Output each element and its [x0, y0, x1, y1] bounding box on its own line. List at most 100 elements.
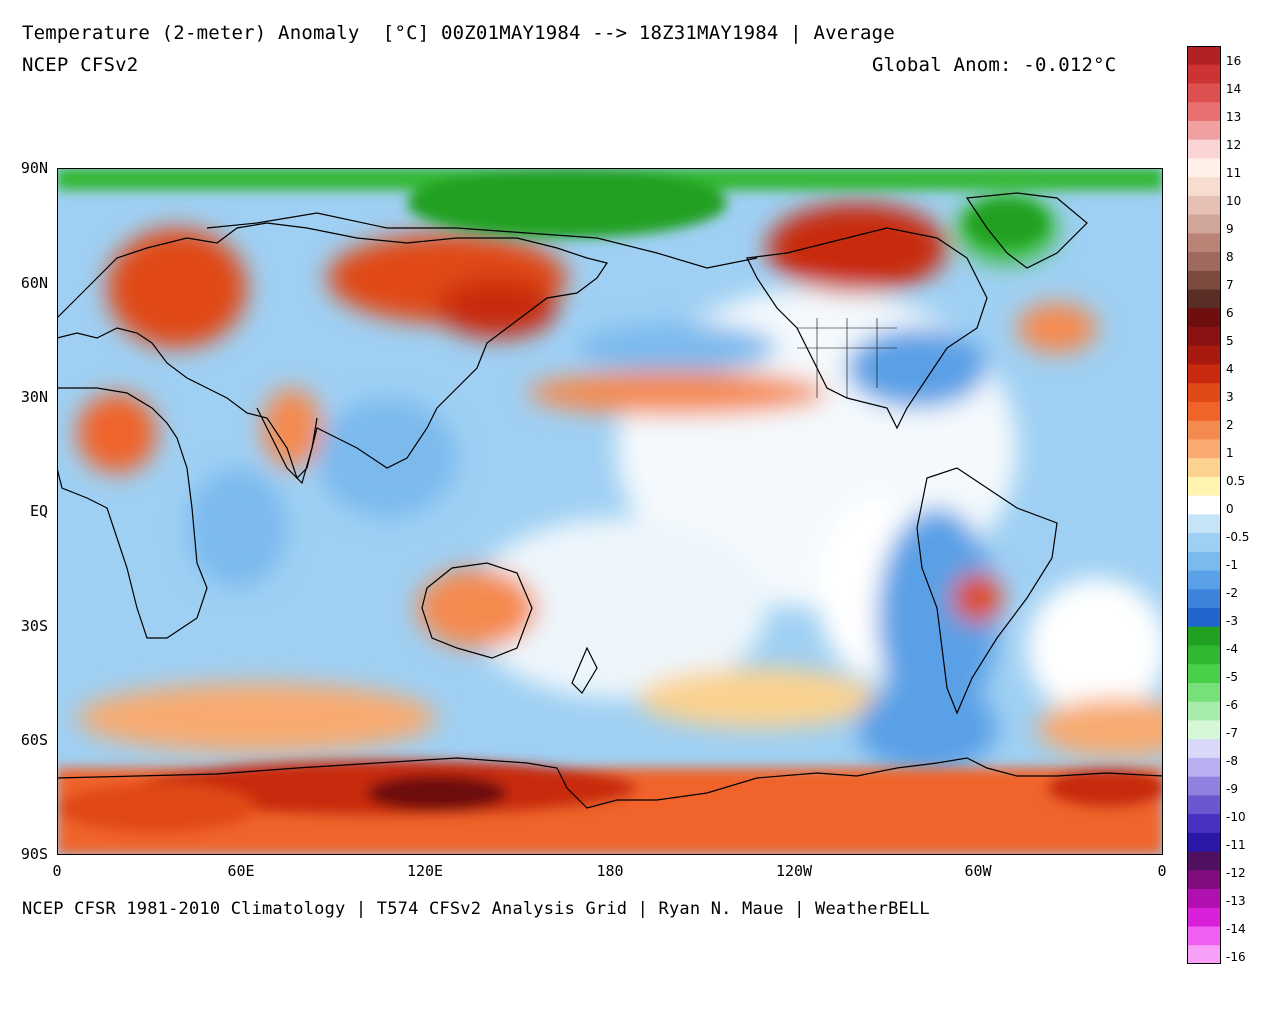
field-blob — [577, 323, 777, 373]
lat-label-30s: 30S — [20, 617, 48, 635]
colorbar-swatch — [1187, 832, 1221, 853]
field-blob — [1027, 578, 1163, 718]
coastline-australia — [421, 562, 533, 659]
colorbar-label: 13 — [1226, 110, 1242, 124]
colorbar-swatch — [1187, 889, 1221, 909]
colorbar-swatch — [1187, 776, 1221, 796]
field-blob — [77, 393, 157, 473]
coastline-north-america — [746, 227, 988, 430]
model-name: NCEP CFSv2 — [22, 54, 139, 76]
colorbar-label: 0 — [1226, 502, 1234, 516]
colorbar-swatch — [1187, 701, 1221, 721]
colorbar-label: -10 — [1226, 810, 1246, 824]
field-blob — [877, 508, 997, 728]
colorbar-swatch — [1187, 851, 1221, 871]
colorbar-swatch — [1187, 139, 1221, 159]
lat-label-90n: 90N — [20, 159, 48, 177]
colorbar-label: -5 — [1226, 670, 1238, 684]
colorbar-swatch — [1187, 608, 1221, 628]
colorbar-label: -2 — [1226, 586, 1238, 600]
colorbar-swatch — [1187, 495, 1221, 515]
colorbar-label: -7 — [1226, 726, 1238, 740]
colorbar-label: 12 — [1226, 138, 1242, 152]
colorbar-label: -0.5 — [1226, 530, 1250, 544]
colorbar-swatch — [1187, 364, 1221, 384]
antarctic-warm-band — [367, 775, 507, 811]
colorbar-swatch — [1187, 270, 1221, 291]
field-blob — [437, 278, 557, 338]
coastline-india — [256, 407, 318, 485]
colorbar-label: -14 — [1226, 922, 1246, 936]
lat-label-60s: 60S — [20, 731, 48, 749]
field-blob — [1017, 303, 1097, 353]
colorbar-swatch — [1187, 439, 1221, 459]
colorbar-swatch — [1187, 308, 1221, 328]
colorbar-swatch — [1187, 345, 1221, 365]
colorbar-swatch — [1187, 570, 1221, 590]
colorbar-swatch — [1187, 664, 1221, 684]
lat-label-60n: 60N — [20, 274, 48, 292]
colorbar-swatch — [1187, 458, 1221, 478]
field-blob — [952, 573, 1002, 623]
colorbar-swatch — [1187, 926, 1221, 946]
field-blob — [527, 371, 827, 415]
coastline-nz — [571, 646, 598, 694]
colorbar-swatch — [1187, 214, 1221, 234]
lon-label-120e: 120E — [406, 862, 444, 880]
colorbar-label: 6 — [1226, 306, 1234, 320]
colorbar-swatch — [1187, 870, 1221, 890]
lat-label-30n: 30N — [20, 388, 48, 406]
colorbar-swatch — [1187, 814, 1221, 834]
colorbar-swatch — [1187, 739, 1221, 759]
colorbar-swatch — [1187, 420, 1221, 440]
colorbar-swatch — [1187, 158, 1221, 178]
footer-credit: NCEP CFSR 1981-2010 Climatology | T574 C… — [22, 899, 930, 919]
colorbar-swatch — [1187, 720, 1221, 740]
colorbar-label: -9 — [1226, 782, 1238, 796]
colorbar-swatch — [1187, 907, 1221, 928]
colorbar-swatch — [1187, 64, 1221, 84]
field-blob — [637, 668, 877, 728]
arctic-cold-band — [967, 201, 1047, 245]
colorbar-label: -12 — [1226, 866, 1246, 880]
colorbar-label: -11 — [1226, 838, 1246, 852]
map-frame — [57, 168, 1163, 855]
field-blob — [767, 203, 947, 293]
lon-label-0-right: 0 — [1157, 862, 1167, 880]
field-blob — [77, 683, 437, 753]
field-blob — [1037, 698, 1163, 758]
colorbar-swatch — [1187, 945, 1221, 964]
colorbar-swatch — [1187, 46, 1221, 66]
coastline-south-america — [916, 467, 1058, 715]
colorbar-label: 3 — [1226, 390, 1234, 404]
colorbar-frame — [1187, 46, 1221, 964]
coastline-eurasia — [57, 222, 608, 480]
colorbar — [1187, 46, 1221, 964]
colorbar-label: 14 — [1226, 82, 1242, 96]
arctic-cold-band — [407, 168, 727, 238]
coastline-antarctica — [57, 757, 1163, 809]
lon-label-60w: 60W — [964, 862, 992, 880]
colorbar-label: 4 — [1226, 362, 1234, 376]
colorbar-label: -3 — [1226, 614, 1238, 628]
map-title: Temperature (2-meter) Anomaly [°C] 00Z01… — [22, 22, 895, 44]
colorbar-swatch — [1187, 252, 1221, 272]
field-blob — [107, 228, 247, 348]
colorbar-swatch — [1187, 795, 1221, 815]
lon-label-180: 180 — [596, 862, 624, 880]
colorbar-swatch — [1187, 476, 1221, 497]
coastline-africa — [57, 387, 208, 639]
colorbar-swatch — [1187, 551, 1221, 572]
colorbar-label: 9 — [1226, 222, 1234, 236]
colorbar-swatch — [1187, 682, 1221, 703]
colorbar-swatch — [1187, 533, 1221, 553]
colorbar-label: 8 — [1226, 250, 1234, 264]
coastline-arctic — [206, 212, 758, 269]
colorbar-label: 16 — [1226, 54, 1242, 68]
antarctic-warm-band — [1047, 768, 1163, 808]
colorbar-swatch — [1187, 514, 1221, 534]
colorbar-swatch — [1187, 120, 1221, 141]
colorbar-label: 11 — [1226, 166, 1242, 180]
field-blob — [317, 398, 457, 518]
colorbar-label: 2 — [1226, 418, 1234, 432]
